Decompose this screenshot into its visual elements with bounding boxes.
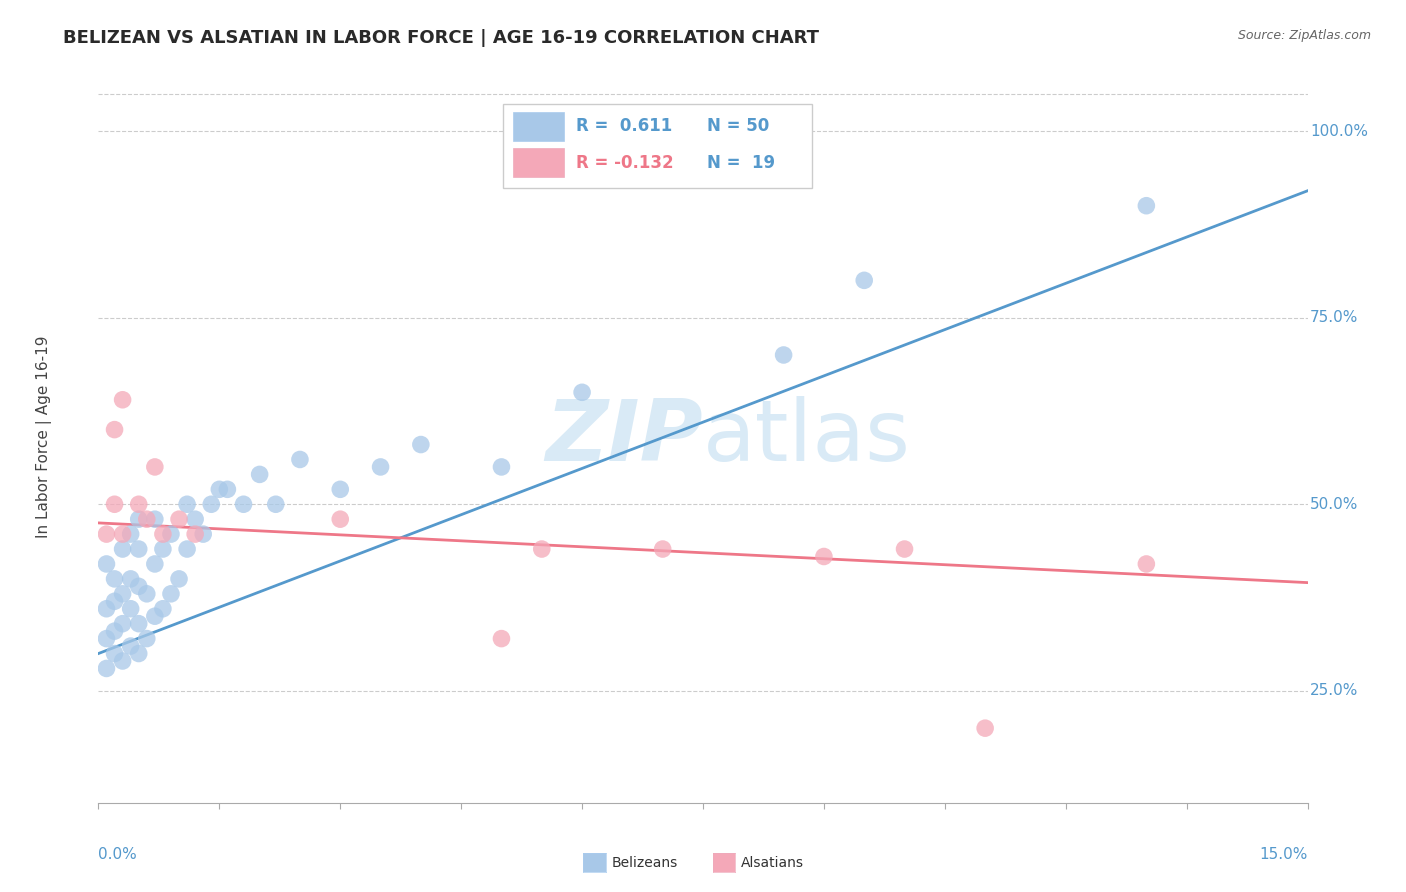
Text: atlas: atlas <box>703 395 911 479</box>
Point <box>128 542 150 557</box>
Text: 15.0%: 15.0% <box>1260 847 1308 862</box>
Point <box>103 423 125 437</box>
Point <box>853 273 876 287</box>
Point <box>1135 199 1157 213</box>
Point <box>128 579 150 593</box>
Text: BELIZEAN VS ALSATIAN IN LABOR FORCE | AGE 16-19 CORRELATION CHART: BELIZEAN VS ALSATIAN IN LABOR FORCE | AG… <box>63 29 820 46</box>
Point <box>111 654 134 668</box>
Point <box>288 452 311 467</box>
Point <box>772 348 794 362</box>
Point <box>103 624 125 639</box>
Text: ZIP: ZIP <box>546 395 703 479</box>
Point <box>974 721 997 735</box>
Text: 50.0%: 50.0% <box>1310 497 1358 512</box>
Point <box>135 632 157 646</box>
Point <box>491 632 513 646</box>
Point <box>651 542 673 557</box>
Point <box>329 483 352 497</box>
Point <box>135 587 157 601</box>
Point <box>160 587 183 601</box>
Point <box>128 616 150 631</box>
Point <box>111 616 134 631</box>
Point <box>103 572 125 586</box>
Point <box>111 392 134 407</box>
Point <box>491 459 513 474</box>
Point <box>264 497 287 511</box>
Point <box>370 459 392 474</box>
Text: 0.0%: 0.0% <box>98 847 138 862</box>
Point <box>135 512 157 526</box>
Point <box>329 512 352 526</box>
Text: R =  0.611: R = 0.611 <box>576 117 672 136</box>
Text: Source: ZipAtlas.com: Source: ZipAtlas.com <box>1237 29 1371 42</box>
Point <box>813 549 835 564</box>
Text: 100.0%: 100.0% <box>1310 124 1368 138</box>
Point <box>96 601 118 615</box>
Point <box>184 527 207 541</box>
Point <box>152 601 174 615</box>
Point <box>96 527 118 541</box>
Point <box>152 527 174 541</box>
Point <box>571 385 593 400</box>
Text: N = 50: N = 50 <box>707 117 769 136</box>
Text: Alsatians: Alsatians <box>741 855 804 870</box>
Point <box>143 512 166 526</box>
Point <box>128 647 150 661</box>
Point <box>167 572 190 586</box>
Point <box>103 594 125 608</box>
Point <box>249 467 271 482</box>
Point <box>232 497 254 511</box>
Point <box>193 527 215 541</box>
Point <box>143 609 166 624</box>
Point <box>143 459 166 474</box>
Point <box>96 557 118 571</box>
Point <box>409 437 432 451</box>
Point <box>167 512 190 526</box>
Text: N =  19: N = 19 <box>707 153 775 172</box>
Point <box>111 542 134 557</box>
Point <box>128 512 150 526</box>
Point <box>893 542 915 557</box>
Point <box>208 483 231 497</box>
FancyBboxPatch shape <box>513 148 564 178</box>
Point <box>120 572 142 586</box>
FancyBboxPatch shape <box>513 112 564 141</box>
Text: Belizeans: Belizeans <box>612 855 678 870</box>
Point <box>217 483 239 497</box>
Point <box>103 647 125 661</box>
Point <box>111 587 134 601</box>
Point <box>143 557 166 571</box>
Text: R = -0.132: R = -0.132 <box>576 153 673 172</box>
Text: 25.0%: 25.0% <box>1310 683 1358 698</box>
Point <box>120 601 142 615</box>
Point <box>96 632 118 646</box>
Text: 75.0%: 75.0% <box>1310 310 1358 326</box>
Point <box>111 527 134 541</box>
Point <box>160 527 183 541</box>
Point <box>120 527 142 541</box>
Point <box>96 661 118 675</box>
Point <box>152 542 174 557</box>
FancyBboxPatch shape <box>503 104 811 188</box>
Point <box>184 512 207 526</box>
Text: In Labor Force | Age 16-19: In Labor Force | Age 16-19 <box>37 335 52 539</box>
Point <box>120 639 142 653</box>
Point <box>103 497 125 511</box>
Point <box>176 542 198 557</box>
Point <box>176 497 198 511</box>
Point <box>1135 557 1157 571</box>
Point <box>200 497 222 511</box>
Point <box>128 497 150 511</box>
Point <box>530 542 553 557</box>
